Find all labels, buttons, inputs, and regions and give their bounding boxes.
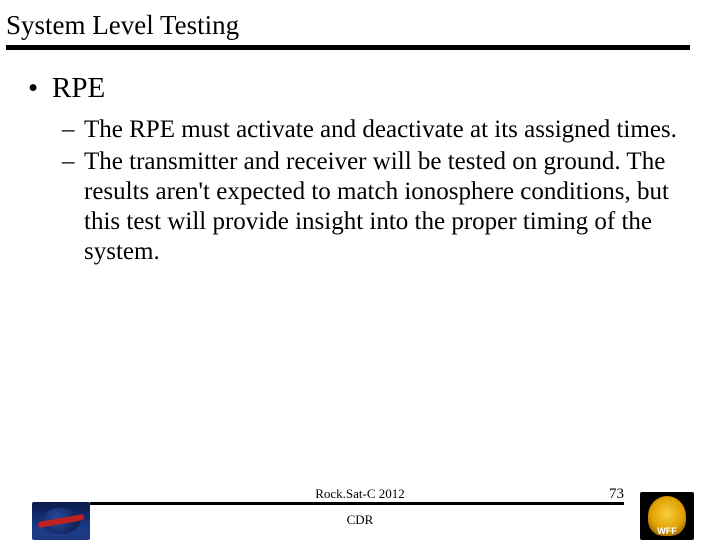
bullet-level1: • RPE <box>28 72 690 105</box>
page-number: 73 <box>609 486 624 503</box>
bullet-level2: – The RPE must activate and deactivate a… <box>62 115 690 145</box>
footer-rule <box>90 502 624 505</box>
bullet-text: RPE <box>52 72 105 105</box>
bullet-marker: – <box>62 147 84 267</box>
slide-content: • RPE – The RPE must activate and deacti… <box>0 50 720 267</box>
bullet-text: The RPE must activate and deactivate at … <box>84 115 690 145</box>
wff-logo-icon: WFF <box>640 492 694 540</box>
bullet-marker: • <box>28 72 52 105</box>
bullet-text: The transmitter and receiver will be tes… <box>84 147 690 267</box>
wff-logo-label: WFF <box>640 526 694 536</box>
footer-subtitle: CDR <box>0 512 720 528</box>
bullet-level2: – The transmitter and receiver will be t… <box>62 147 690 267</box>
slide-footer: Rock.Sat-C 2012 CDR 73 WFF <box>0 480 720 540</box>
bullet-marker: – <box>62 115 84 145</box>
slide-title: System Level Testing <box>0 0 720 45</box>
